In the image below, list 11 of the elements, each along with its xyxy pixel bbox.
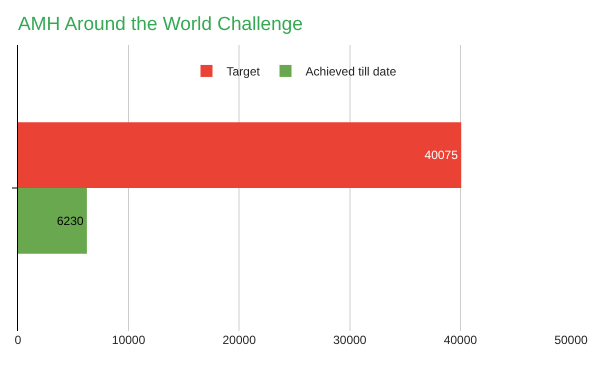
legend-label: Achieved till date xyxy=(306,64,397,79)
x-tick-label: 20000 xyxy=(222,333,256,347)
x-tick-label: 0 xyxy=(14,333,22,347)
x-tick-label: 50000 xyxy=(554,333,588,347)
chart-title: AMH Around the World Challenge xyxy=(18,14,303,35)
x-tick-label: 10000 xyxy=(112,333,146,347)
x-tick-label: 40000 xyxy=(444,333,478,347)
data-label: 40075 xyxy=(424,148,458,162)
x-tick-label: 30000 xyxy=(333,333,367,347)
legend-label: Target xyxy=(226,64,261,79)
data-label: 6230 xyxy=(56,214,84,228)
